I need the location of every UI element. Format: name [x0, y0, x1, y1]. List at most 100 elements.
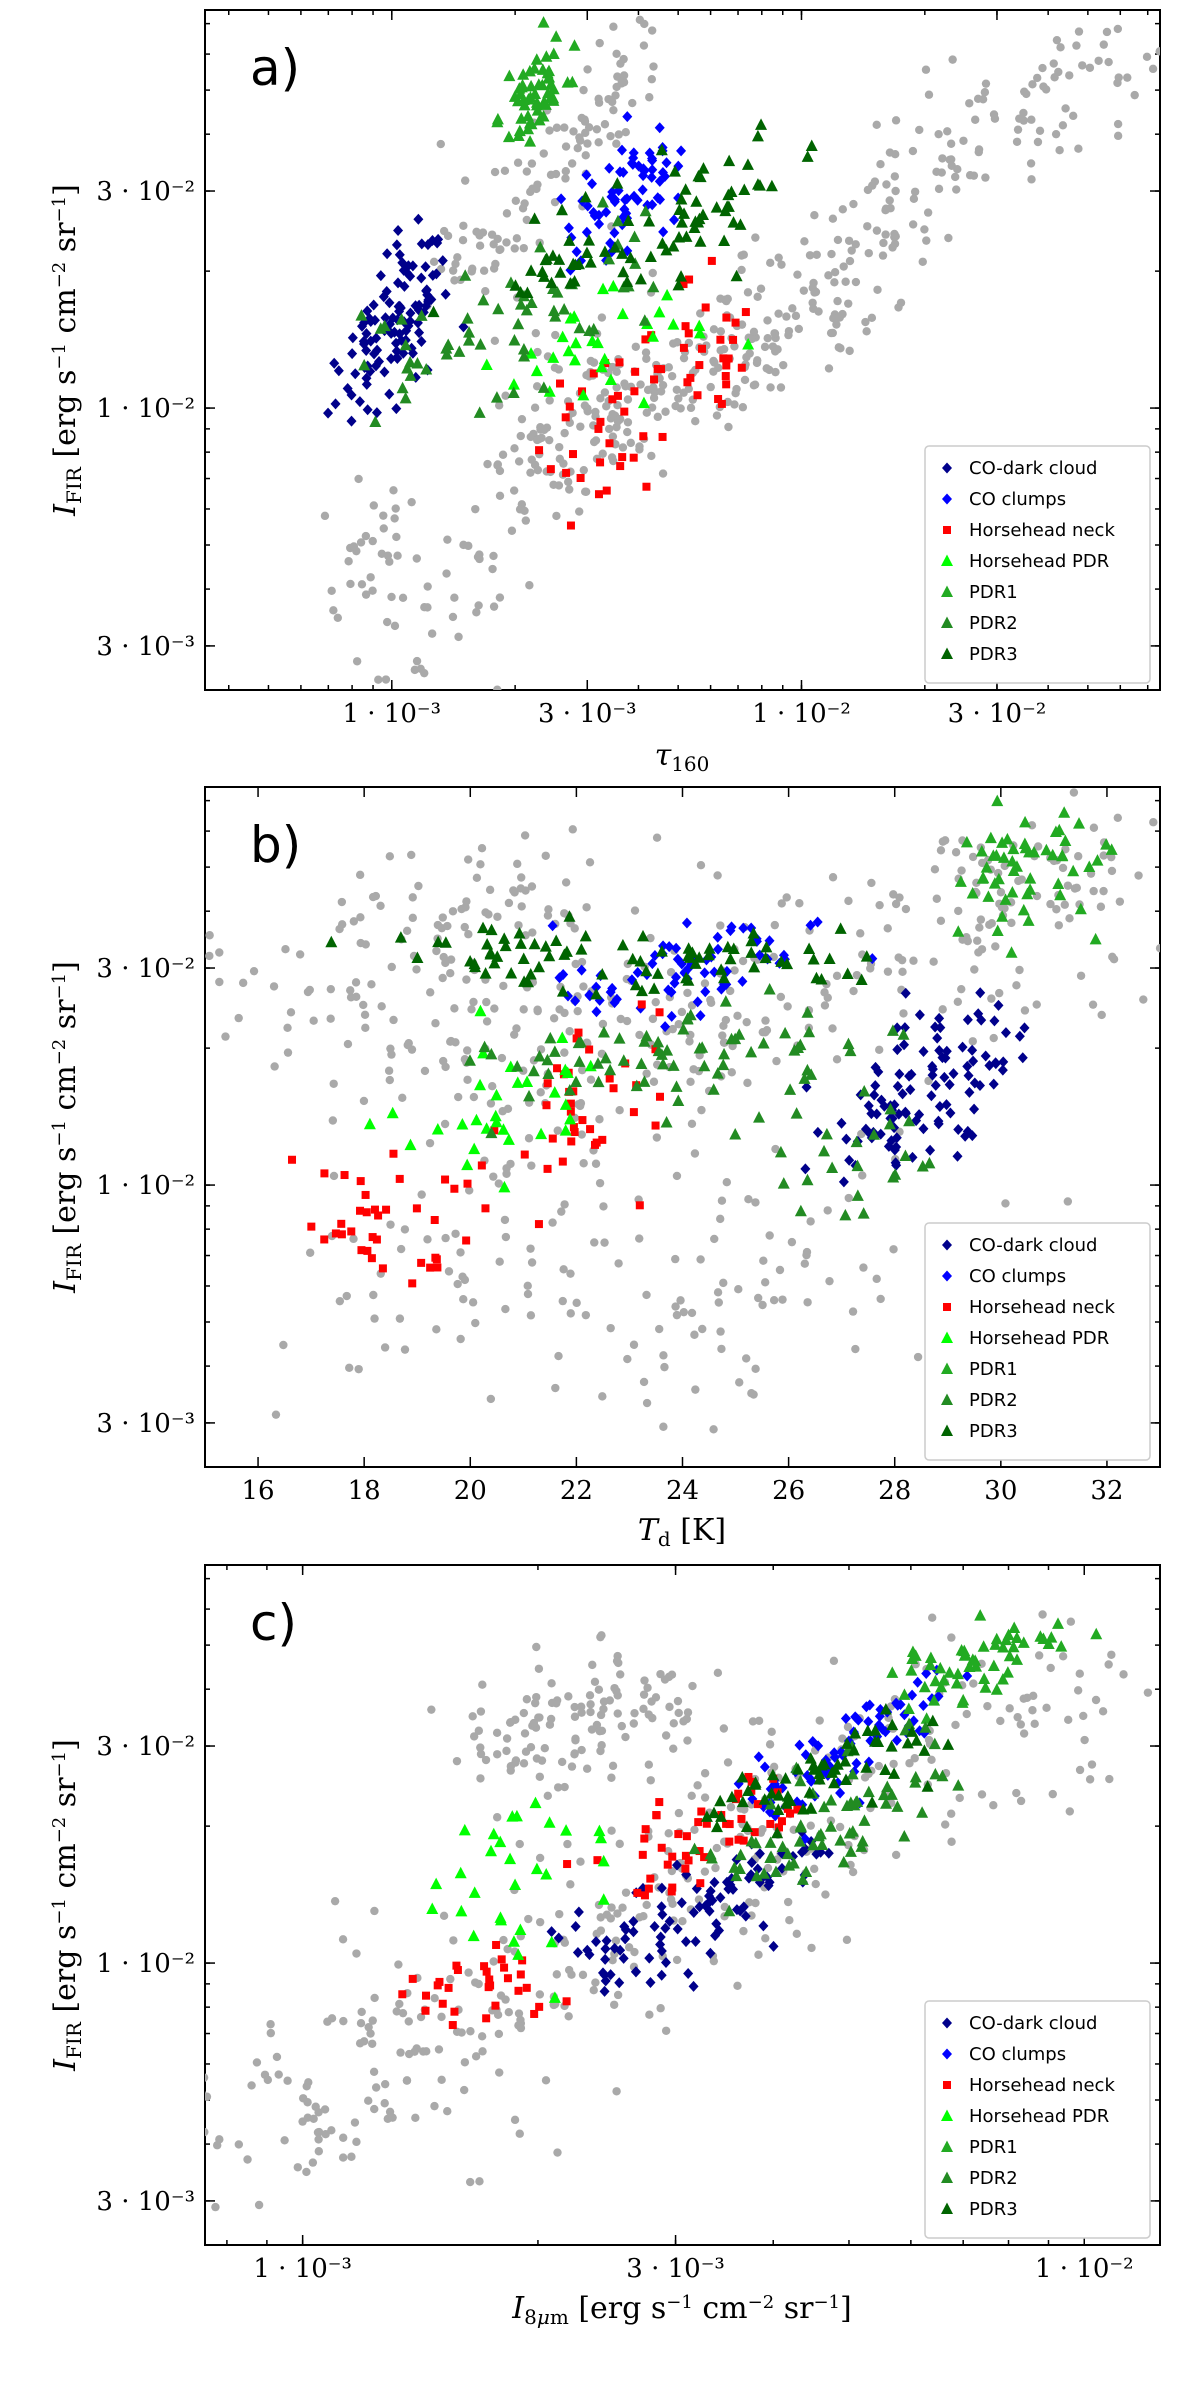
point-pdr2: [891, 1800, 904, 1812]
point-co-dark-cloud: [427, 269, 438, 281]
point-pdr3: [484, 946, 497, 959]
point-co-dark-cloud: [350, 368, 361, 380]
point-pdr2: [855, 1840, 868, 1852]
point-all-pixels: [908, 220, 918, 229]
point-pdr1: [531, 104, 544, 116]
point-pdr1: [491, 115, 504, 128]
point-all-pixels: [629, 1719, 639, 1728]
point-all-pixels: [386, 1220, 395, 1229]
point-pdr3: [921, 1780, 934, 1792]
point-all-pixels: [944, 233, 953, 243]
point-all-pixels: [608, 1761, 618, 1771]
panel-c: c) 1 · 10⁻³ 3 · 10⁻³ 1 · 10⁻²3 · 10⁻³1 · 1…: [48, 1564, 1161, 2329]
point-all-pixels: [498, 450, 508, 459]
point-all-pixels: [320, 511, 330, 521]
point-pdr3: [805, 139, 818, 151]
point-pdr3: [673, 231, 686, 243]
point-co-dark-cloud: [379, 366, 390, 378]
point-co-dark-cloud: [963, 1070, 974, 1082]
point-all-pixels: [1113, 131, 1123, 141]
point-co-clumps: [594, 218, 605, 230]
point-all-pixels: [716, 327, 726, 336]
point-co-dark-cloud: [763, 1880, 774, 1892]
point-horsehead-neck: [307, 1222, 316, 1231]
point-horsehead-neck: [684, 1856, 693, 1865]
point-all-pixels: [545, 126, 554, 135]
point-co-dark-cloud: [776, 1862, 787, 1874]
point-pdr3: [636, 929, 649, 942]
point-co-dark-cloud: [384, 388, 395, 400]
point-horsehead-neck: [481, 1204, 490, 1213]
point-pdr1: [503, 69, 516, 82]
point-all-pixels: [368, 892, 378, 902]
point-all-pixels: [327, 586, 336, 596]
point-all-pixels: [513, 859, 522, 869]
point-all-pixels: [577, 957, 587, 967]
point-all-pixels: [952, 185, 961, 194]
point-all-pixels: [598, 1019, 608, 1029]
point-all-pixels: [610, 1949, 619, 1959]
point-co-clumps: [712, 931, 723, 943]
point-horsehead-neck: [572, 1034, 581, 1043]
point-all-pixels: [430, 1993, 439, 2003]
point-co-dark-cloud: [885, 1112, 896, 1124]
point-horsehead-neck: [722, 1819, 731, 1828]
point-co-dark-cloud: [398, 347, 409, 359]
point-all-pixels: [395, 1999, 404, 2009]
point-pdr1: [544, 91, 557, 103]
point-all-pixels: [474, 601, 483, 610]
point-all-pixels: [876, 160, 885, 169]
point-pdr2: [784, 1083, 797, 1095]
point-all-pixels: [910, 187, 920, 196]
point-all-pixels: [566, 1269, 575, 1278]
point-pdr3: [697, 162, 710, 174]
panel-c-ylabel: IFIR [erg s−1 cm−2 sr−1]: [48, 1739, 86, 2072]
point-co-dark-cloud: [993, 999, 1004, 1011]
point-co-dark-cloud: [962, 1060, 973, 1072]
point-horsehead-pdr: [504, 1852, 517, 1865]
point-co-clumps: [581, 169, 592, 181]
point-all-pixels: [991, 942, 1000, 951]
point-pdr3: [621, 275, 634, 288]
point-horsehead-neck: [370, 1205, 379, 1214]
point-pdr2: [638, 314, 651, 326]
point-all-pixels: [689, 1065, 698, 1074]
point-horsehead-pdr: [616, 307, 629, 320]
point-all-pixels: [776, 383, 786, 392]
point-pdr2: [639, 204, 652, 217]
point-all-pixels: [682, 1714, 691, 1724]
point-co-dark-cloud: [918, 1123, 929, 1135]
point-pdr2: [462, 334, 475, 346]
point-all-pixels: [448, 612, 458, 622]
point-pdr3: [703, 942, 716, 954]
point-co-dark-cloud: [680, 1936, 691, 1948]
point-horsehead-neck: [695, 1847, 704, 1856]
point-horsehead-neck: [741, 308, 750, 317]
point-pdr3: [738, 183, 751, 196]
point-horsehead-neck: [698, 344, 707, 353]
point-horsehead-pdr: [489, 1109, 502, 1122]
point-co-dark-cloud: [329, 357, 340, 369]
point-all-pixels: [1027, 115, 1036, 124]
panel-a-ylabel: IFIR [erg s−1 cm−2 sr−1]: [48, 184, 86, 517]
point-all-pixels: [799, 286, 809, 295]
point-pdr2: [909, 1770, 922, 1783]
point-all-pixels: [920, 225, 929, 234]
point-all-pixels: [1052, 905, 1061, 914]
point-all-pixels: [763, 316, 772, 325]
point-horsehead-neck: [766, 1819, 775, 1828]
point-horsehead-pdr: [545, 1935, 558, 1948]
point-pdr1: [540, 50, 553, 62]
point-all-pixels: [653, 412, 662, 422]
point-horsehead-neck: [543, 1079, 552, 1088]
point-pdr2: [640, 1029, 653, 1042]
point-all-pixels: [346, 579, 355, 589]
point-all-pixels: [367, 980, 376, 989]
point-all-pixels: [844, 1193, 853, 1203]
point-pdr3: [784, 1794, 797, 1806]
point-all-pixels: [551, 330, 560, 340]
point-pdr2: [453, 345, 466, 357]
point-all-pixels: [205, 931, 214, 940]
point-horsehead-neck: [480, 1962, 489, 1971]
point-all-pixels: [760, 342, 770, 352]
